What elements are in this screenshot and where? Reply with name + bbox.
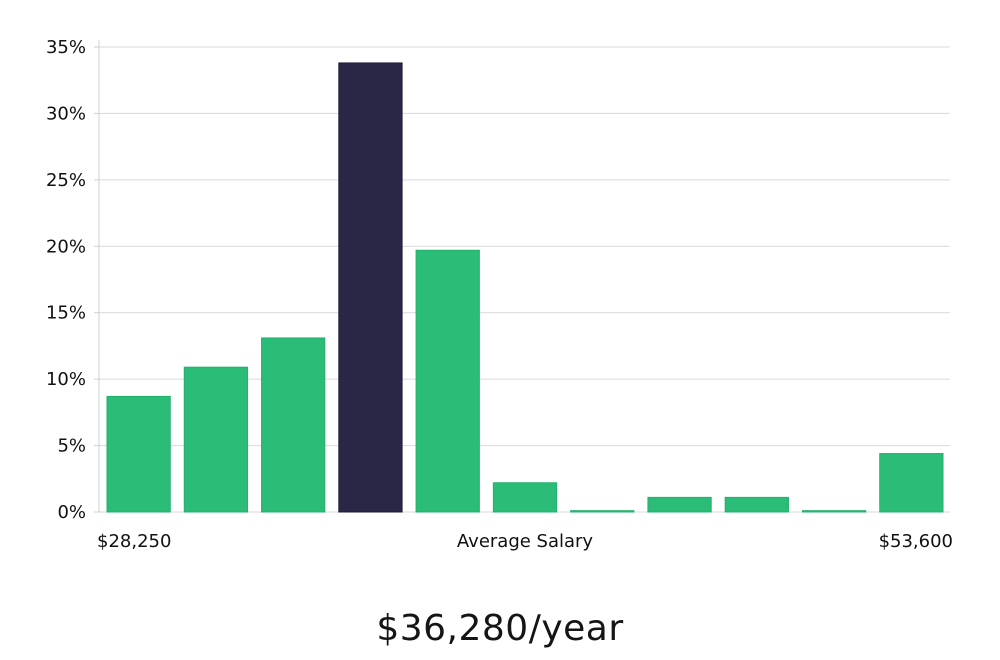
- bar: [492, 482, 558, 513]
- y-tick-label: 25%: [46, 170, 86, 191]
- y-tick-label: 35%: [46, 37, 86, 58]
- bar: [801, 510, 867, 513]
- bar: [415, 249, 480, 513]
- x-axis-title: Average Salary: [457, 531, 594, 552]
- y-tick-label: 5%: [57, 436, 86, 457]
- bar-highlighted: [338, 62, 403, 513]
- y-tick-label: 30%: [46, 103, 86, 124]
- bar: [724, 496, 789, 513]
- bar: [261, 337, 326, 513]
- bar: [106, 395, 171, 513]
- bar: [570, 510, 635, 513]
- x-max-label: $53,600: [879, 531, 953, 552]
- bars: [106, 62, 944, 513]
- bar: [183, 366, 249, 513]
- salary-histogram: 0% 5% 10% 15% 20% 25% 30% 35% $28,250 Average S…: [46, 37, 953, 552]
- y-axis-ticks: 0% 5% 10% 15% 20% 25% 30% 35%: [46, 37, 100, 523]
- y-tick-label: 20%: [46, 236, 86, 257]
- y-tick-label: 15%: [46, 303, 86, 324]
- bar: [647, 496, 712, 513]
- y-tick-label: 0%: [57, 502, 86, 523]
- y-tick-label: 10%: [46, 369, 86, 390]
- bar: [879, 453, 944, 513]
- average-salary-value: $36,280/year: [376, 608, 624, 649]
- x-min-label: $28,250: [97, 531, 171, 552]
